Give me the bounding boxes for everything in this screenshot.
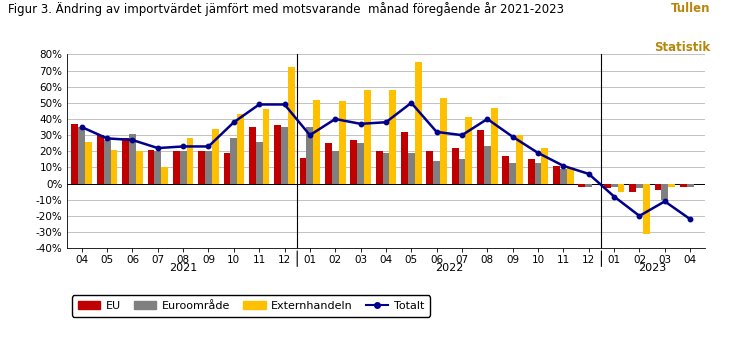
Bar (79, 127, 85, 184)
Bar (306, 127, 313, 184)
Bar (357, 143, 364, 184)
Bar (680, 184, 686, 187)
Bar (212, 129, 218, 184)
Legend: EU, Euroområde, Externhandeln, Totalt: EU, Euroområde, Externhandeln, Totalt (72, 295, 430, 317)
Bar (567, 168, 574, 184)
Bar (122, 138, 129, 184)
Bar (578, 184, 585, 187)
Bar (585, 184, 592, 187)
Bar (636, 184, 643, 188)
Bar (198, 151, 205, 184)
Bar (655, 184, 662, 190)
Bar (110, 150, 117, 184)
Bar (643, 184, 649, 234)
Bar (180, 151, 187, 184)
Bar (484, 147, 491, 184)
Text: 2022: 2022 (435, 263, 463, 273)
Bar (686, 184, 693, 187)
Bar (187, 138, 194, 184)
Bar (299, 158, 306, 184)
Bar (466, 117, 472, 184)
Bar (477, 130, 484, 184)
Bar (408, 153, 415, 184)
Bar (147, 150, 154, 184)
Bar (376, 151, 383, 184)
Bar (668, 184, 675, 187)
Text: Statistik: Statistik (655, 41, 711, 54)
Bar (313, 100, 320, 184)
Bar (129, 134, 136, 184)
Bar (224, 153, 231, 184)
Bar (401, 132, 408, 184)
Bar (256, 142, 262, 184)
Bar (503, 156, 510, 184)
Text: 2023: 2023 (638, 263, 666, 273)
Bar (440, 98, 447, 184)
Bar (415, 63, 422, 184)
Bar (274, 125, 281, 184)
Bar (553, 166, 560, 184)
Bar (364, 90, 371, 184)
Bar (528, 159, 534, 184)
Bar (426, 151, 433, 184)
Bar (459, 159, 466, 184)
Bar (97, 135, 104, 184)
Bar (629, 184, 636, 192)
Bar (325, 143, 332, 184)
Bar (173, 151, 180, 184)
Text: Figur 3. Ändring av importvärdet jämfört med motsvarande  månad föregående år 20: Figur 3. Ändring av importvärdet jämfört… (8, 2, 563, 16)
Bar (104, 140, 110, 184)
Text: Tullen: Tullen (671, 2, 711, 15)
Bar (618, 184, 624, 192)
Bar (231, 138, 237, 184)
Bar (205, 151, 212, 184)
Bar (560, 169, 567, 184)
Bar (249, 127, 256, 184)
Bar (611, 184, 618, 187)
Bar (288, 67, 295, 184)
Bar (604, 184, 611, 188)
Bar (662, 184, 668, 200)
Bar (383, 153, 389, 184)
Bar (452, 148, 459, 184)
Bar (541, 148, 548, 184)
Bar (136, 151, 143, 184)
Bar (339, 101, 345, 184)
Bar (262, 109, 269, 184)
Bar (350, 140, 357, 184)
Bar (85, 142, 92, 184)
Bar (389, 90, 396, 184)
Bar (433, 161, 440, 184)
Bar (281, 127, 288, 184)
Bar (154, 151, 161, 184)
Bar (510, 163, 516, 184)
Bar (534, 163, 541, 184)
Bar (72, 124, 79, 184)
Bar (516, 135, 523, 184)
Bar (161, 168, 168, 184)
Bar (491, 108, 497, 184)
Text: 2021: 2021 (169, 263, 197, 273)
Bar (237, 114, 244, 184)
Bar (332, 151, 339, 184)
